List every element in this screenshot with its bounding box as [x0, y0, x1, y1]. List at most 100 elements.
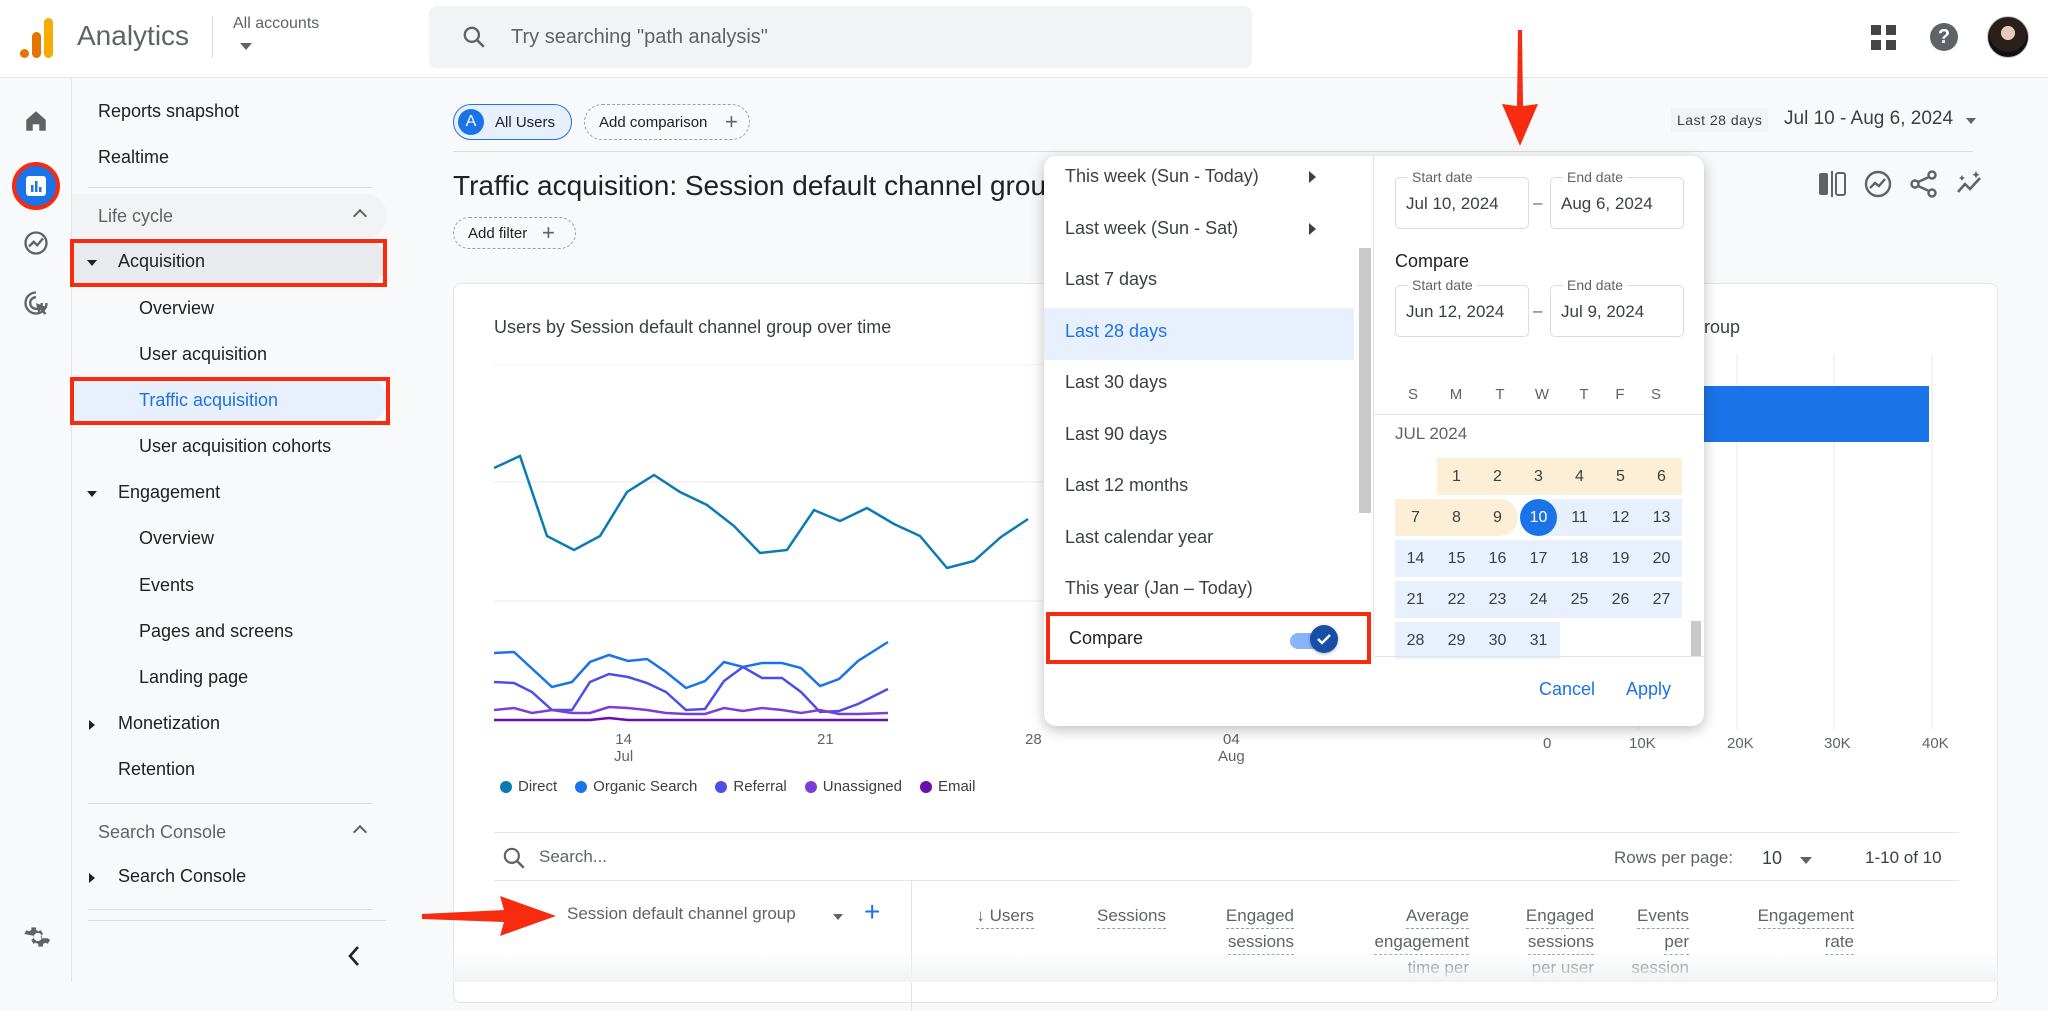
reports-button[interactable]	[12, 162, 60, 210]
cancel-button[interactable]: Cancel	[1539, 679, 1596, 699]
explore-button[interactable]	[18, 225, 54, 261]
column-header-engagement-rate[interactable]: Engagement rate	[1714, 903, 1854, 955]
sparkle-trend-icon[interactable]	[1954, 168, 1986, 200]
avatar[interactable]	[1987, 16, 2029, 58]
table-search-input[interactable]: Search...	[539, 847, 608, 866]
calendar-day[interactable]: 18	[1570, 550, 1589, 567]
calendar-day[interactable]: 16	[1488, 550, 1507, 567]
home-button[interactable]	[18, 103, 54, 139]
nav-user-acquisition[interactable]: User acquisition	[139, 344, 268, 364]
insights-trend-icon[interactable]	[1862, 168, 1894, 200]
preset-last-90-days[interactable]: Last 90 days	[1065, 424, 1168, 444]
calendar-day[interactable]: 7	[1411, 509, 1420, 526]
compare-start-date-field[interactable]: Start date Jun 12, 2024	[1395, 277, 1529, 337]
calendar-day[interactable]: 8	[1452, 509, 1461, 526]
segment-chip-all-users[interactable]: A All Users	[453, 104, 572, 140]
calendar-day[interactable]: 30	[1488, 632, 1507, 649]
start-date-field[interactable]: Start date Jul 10, 2024	[1395, 169, 1529, 229]
nav-section-search-console[interactable]: Search Console	[72, 810, 387, 854]
preset-last-28-days[interactable]: Last 28 days	[1065, 321, 1168, 341]
nav-engagement-overview[interactable]: Overview	[139, 528, 215, 548]
help-icon[interactable]: ?	[1930, 23, 1958, 51]
calendar-day[interactable]: 19	[1611, 550, 1630, 567]
share-icon[interactable]	[1908, 168, 1940, 200]
dimension-dropdown-caret-icon[interactable]	[833, 914, 843, 920]
preset-this-year[interactable]: This year (Jan – Today)	[1065, 578, 1253, 598]
calendar-day[interactable]: 20	[1652, 550, 1671, 567]
column-header-users[interactable]: ↓ Users	[959, 903, 1034, 929]
calendar-day[interactable]: 1	[1452, 468, 1461, 485]
nav-events[interactable]: Events	[139, 575, 195, 595]
calendar-day[interactable]: 6	[1657, 468, 1666, 485]
legend-item-email[interactable]: Email	[919, 778, 975, 795]
preset-last-7-days[interactable]: Last 7 days	[1065, 269, 1158, 289]
calendar-day[interactable]: 11	[1571, 509, 1588, 526]
calendar-day[interactable]: 12	[1611, 509, 1630, 526]
rows-dropdown-caret-icon[interactable]	[1800, 857, 1812, 864]
calendar-day[interactable]: 3	[1534, 468, 1543, 485]
legend-item-organic-search[interactable]: Organic Search	[575, 778, 697, 795]
compare-toggle-switch[interactable]	[1310, 625, 1338, 653]
calendar-scrollbar[interactable]	[1691, 621, 1701, 656]
nav-acquisition-overview[interactable]: Overview	[139, 298, 215, 318]
compare-toggle-row[interactable]: Compare	[1046, 612, 1371, 664]
calendar-day[interactable]: 2	[1493, 468, 1502, 485]
account-selector[interactable]: All accounts	[233, 15, 320, 32]
legend-item-unassigned[interactable]: Unassigned	[804, 778, 902, 795]
calendar-day[interactable]: 5	[1616, 468, 1625, 485]
nav-monetization[interactable]: Monetization	[118, 713, 221, 733]
apply-button[interactable]: Apply	[1626, 679, 1672, 699]
legend-item-referral[interactable]: Referral	[715, 778, 787, 795]
calendar-day-selected[interactable]: 10	[1520, 499, 1557, 536]
calendar-day[interactable]: 29	[1447, 632, 1466, 649]
calendar-day[interactable]: 23	[1488, 591, 1507, 608]
collapse-nav-chevron-left-icon[interactable]	[346, 945, 362, 967]
admin-settings-button[interactable]	[18, 919, 54, 955]
global-search-input[interactable]: Try searching "path analysis"	[429, 6, 1252, 68]
calendar-day[interactable]: 15	[1447, 550, 1466, 567]
nav-reports-snapshot[interactable]: Reports snapshot	[98, 101, 240, 121]
apps-grid-icon[interactable]	[1871, 25, 1897, 51]
add-dimension-plus-icon[interactable]: +	[864, 896, 881, 927]
column-header-engaged-sessions[interactable]: Engaged sessions	[1184, 903, 1294, 955]
preset-last-week[interactable]: Last week (Sun - Sat)	[1065, 218, 1239, 238]
nav-pages-and-screens[interactable]: Pages and screens	[139, 621, 294, 641]
calendar-day[interactable]: 9	[1493, 509, 1502, 526]
preset-last-30-days[interactable]: Last 30 days	[1065, 372, 1168, 392]
nav-landing-page[interactable]: Landing page	[139, 667, 249, 687]
add-filter-button[interactable]: Add filter +	[453, 217, 576, 249]
calendar-day[interactable]: 24	[1529, 591, 1548, 608]
presets-scrollbar[interactable]	[1359, 248, 1371, 513]
calendar-day[interactable]: 13	[1652, 509, 1671, 526]
compare-end-date-field[interactable]: End date Jul 9, 2024	[1550, 277, 1684, 337]
calendar-day[interactable]: 17	[1529, 550, 1548, 567]
date-dropdown-caret-icon[interactable]	[1966, 118, 1976, 124]
account-dropdown-caret-icon[interactable]	[240, 43, 252, 50]
nav-user-acquisition-cohorts[interactable]: User acquisition cohorts	[139, 436, 332, 456]
calendar-day[interactable]: 26	[1611, 591, 1630, 608]
date-range-selector[interactable]: Jul 10 - Aug 6, 2024	[1784, 108, 1954, 129]
nav-search-console[interactable]: Search Console	[118, 866, 247, 886]
advertising-button[interactable]	[18, 285, 54, 321]
add-comparison-button[interactable]: Add comparison +	[584, 104, 750, 140]
nav-realtime[interactable]: Realtime	[98, 147, 170, 167]
compare-columns-icon[interactable]	[1816, 168, 1848, 200]
calendar-day[interactable]: 27	[1652, 591, 1671, 608]
date-preset-badge[interactable]: Last 28 days	[1671, 108, 1769, 132]
dimension-column-header[interactable]: Session default channel group	[567, 904, 796, 923]
nav-engagement[interactable]: Engagement	[118, 482, 221, 502]
nav-section-life-cycle[interactable]: Life cycle	[72, 194, 387, 238]
nav-retention[interactable]: Retention	[118, 759, 196, 779]
rows-per-page-select[interactable]: 10	[1762, 848, 1783, 868]
preset-this-week[interactable]: This week (Sun - Today)	[1065, 166, 1259, 186]
calendar-day[interactable]: 21	[1406, 591, 1425, 608]
nav-acquisition[interactable]	[72, 240, 387, 284]
calendar-day[interactable]: 28	[1406, 632, 1425, 649]
nav-traffic-acquisition[interactable]	[72, 378, 387, 422]
calendar-day[interactable]: 14	[1406, 550, 1425, 567]
calendar-day[interactable]: 4	[1575, 468, 1584, 485]
calendar-day[interactable]: 25	[1570, 591, 1589, 608]
users-over-time-line-chart[interactable]	[494, 364, 1114, 764]
legend-item-direct[interactable]: Direct	[500, 778, 557, 795]
preset-last-calendar-year[interactable]: Last calendar year	[1065, 527, 1214, 547]
